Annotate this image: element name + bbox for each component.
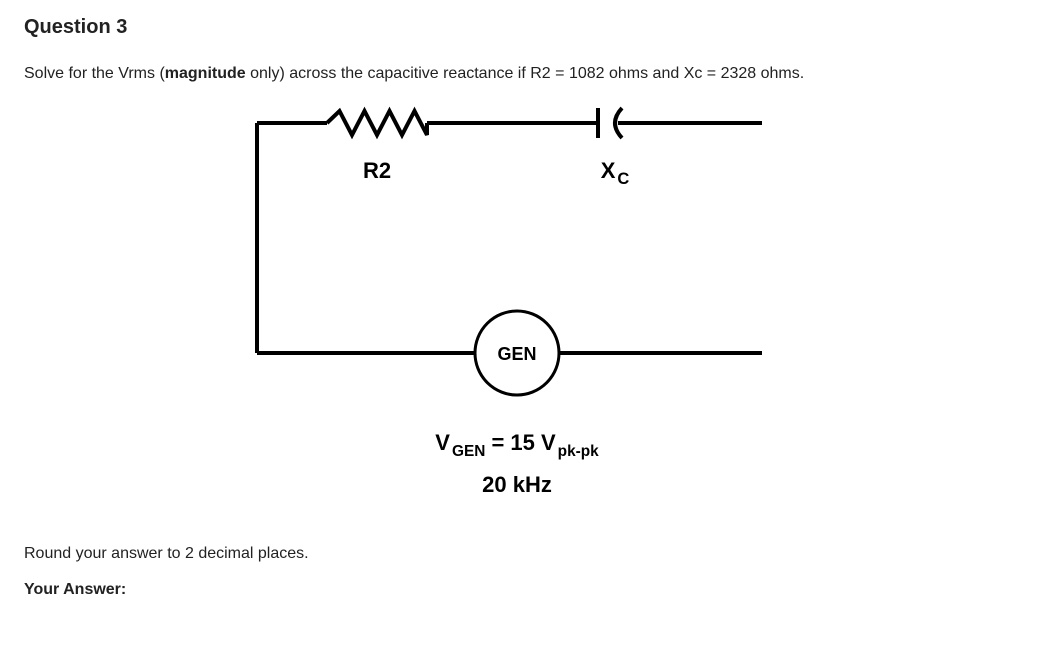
circuit-diagram-svg: R2XCGENVGEN = 15 Vpk-pk20 kHz [207, 93, 762, 503]
svg-text:GEN: GEN [497, 344, 536, 364]
your-answer-label: Your Answer: [24, 581, 1020, 599]
rounding-instruction: Round your answer to 2 decimal places. [24, 545, 1020, 563]
svg-text:R2: R2 [362, 158, 390, 183]
question-prompt: Solve for the Vrms (magnitude only) acro… [24, 63, 1020, 85]
prompt-text-before: Solve for the Vrms ( [24, 65, 165, 82]
circuit-figure: R2XCGENVGEN = 15 Vpk-pk20 kHz [24, 93, 944, 503]
svg-text:20 kHz: 20 kHz [482, 472, 552, 497]
prompt-text-bold: magnitude [165, 65, 246, 82]
prompt-text-after: only) across the capacitive reactance if… [246, 65, 805, 82]
question-heading: Question 3 [24, 16, 1020, 39]
